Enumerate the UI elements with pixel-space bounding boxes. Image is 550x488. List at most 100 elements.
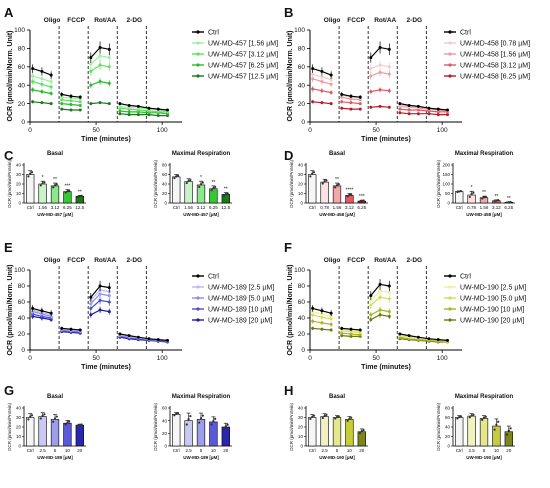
- category-label: 2.5: [321, 448, 328, 453]
- legend-marker: [196, 52, 200, 56]
- replicate-dot: [497, 199, 500, 202]
- replicate-dot: [346, 419, 349, 422]
- replicate-dot: [173, 414, 176, 417]
- category-label: 10: [494, 448, 500, 453]
- legend-label: UW-MD-189 [2.5 µM]: [208, 284, 274, 291]
- data-point: [378, 289, 382, 293]
- data-point: [311, 67, 315, 71]
- data-point: [49, 91, 53, 95]
- y-tick-label: 40: [298, 406, 304, 411]
- category-label: 0.78: [320, 205, 329, 210]
- y-tick-label: 20: [18, 101, 26, 108]
- y-tick-label: 20: [162, 191, 168, 196]
- legend-label: Ctrl: [208, 29, 219, 36]
- data-point: [378, 45, 382, 49]
- replicate-dot: [41, 182, 44, 185]
- data-point: [320, 89, 324, 93]
- line-chart-b: 0 20 40 60 80 100 0 50 100 Time (minutes) OCR (pmo…: [287, 17, 530, 143]
- y-axis-label: OCR (pmol/min/Protein): [436, 402, 441, 451]
- data-point: [329, 322, 333, 326]
- y-tick-label: 0: [300, 201, 303, 206]
- replicate-dot: [198, 421, 201, 424]
- category-label: 1.56: [38, 205, 47, 210]
- injection-label: FCCP: [347, 257, 365, 264]
- y-axis-label: OCR (pmol/min/Protein): [153, 402, 158, 451]
- injection-label: Oligo: [324, 257, 341, 264]
- data-point: [89, 62, 93, 66]
- data-point: [358, 328, 362, 332]
- injection-label: Rot/AA: [374, 257, 396, 264]
- data-point: [98, 54, 102, 58]
- bar-chart-c1: Basal 0 10 20 30 40 OCR (pmol/min/Protein) Ctrl…: [7, 151, 86, 217]
- replicate-dot: [30, 171, 34, 174]
- y-tick-label: 30: [298, 172, 304, 177]
- bar: [357, 431, 366, 447]
- replicate-dot: [346, 195, 349, 198]
- y-tick-label: 80: [298, 283, 306, 290]
- replicate-dot: [212, 187, 215, 190]
- category-label: 1.56: [184, 205, 193, 210]
- y-tick-label: 0: [447, 444, 450, 449]
- data-point: [369, 298, 373, 302]
- data-point: [398, 107, 402, 111]
- replicate-dot: [68, 189, 71, 192]
- legend-marker: [448, 274, 452, 278]
- data-point: [329, 311, 333, 315]
- data-point: [436, 107, 440, 111]
- replicate-dot: [199, 417, 203, 420]
- legend-label: UW-MD-190 [5.0 µM]: [460, 295, 526, 302]
- replicate-dot: [484, 415, 487, 418]
- data-point: [369, 105, 373, 109]
- y-tick-label: 80: [18, 46, 26, 53]
- injection-label: FCCP: [67, 17, 85, 24]
- series-line: [119, 110, 168, 115]
- data-point: [107, 300, 111, 304]
- legend-marker: [196, 30, 200, 34]
- bar-chart-title: Basal: [329, 394, 345, 400]
- y-tick-label: 80: [162, 163, 168, 168]
- y-tick-label: 60: [298, 64, 306, 71]
- data-point: [407, 334, 411, 338]
- replicate-dot: [41, 414, 44, 417]
- y-tick-label: 10: [298, 191, 304, 196]
- y-tick-label: 100: [294, 267, 305, 274]
- category-label: 20: [359, 448, 365, 453]
- y-axis-label: OCR (pmol/min/Protein): [7, 159, 12, 208]
- data-point: [378, 70, 382, 74]
- legend-marker: [196, 74, 200, 78]
- replicate-dot: [76, 195, 80, 198]
- y-tick-label: 10: [298, 434, 304, 439]
- data-point: [31, 306, 35, 310]
- bar: [26, 174, 35, 204]
- data-point: [407, 108, 411, 112]
- data-point: [40, 82, 44, 86]
- data-point: [89, 313, 93, 317]
- replicate-dot: [482, 416, 486, 419]
- replicate-dot: [505, 201, 509, 204]
- y-tick-label: 0: [164, 444, 167, 449]
- bar-chart-title: Basal: [47, 394, 63, 400]
- bar: [504, 431, 513, 447]
- y-axis-label: OCR (pmol/min/Norm. Unit): [287, 265, 294, 356]
- category-label: 5: [200, 448, 203, 453]
- data-point: [340, 106, 344, 110]
- replicate-dot: [507, 201, 510, 204]
- data-point: [407, 112, 411, 116]
- data-point: [118, 102, 122, 106]
- y-tick-label: 200: [442, 163, 450, 168]
- legend-label: UW-MD-458 [1.56 µM]: [460, 51, 530, 58]
- replicate-dot: [55, 415, 58, 418]
- data-point: [349, 332, 353, 336]
- x-axis-label: UW-MD-190 [µM]: [319, 455, 355, 460]
- series-line: [119, 105, 168, 112]
- category-label: 1.56: [480, 205, 489, 210]
- data-point: [320, 315, 324, 319]
- category-label: 6.25: [504, 205, 513, 210]
- data-point: [156, 107, 160, 111]
- replicate-dot: [173, 176, 176, 180]
- replicate-dot: [360, 199, 363, 203]
- data-point: [127, 110, 131, 114]
- panel-label-b: B: [284, 5, 293, 20]
- data-point: [349, 94, 353, 98]
- replicate-dot: [226, 423, 229, 426]
